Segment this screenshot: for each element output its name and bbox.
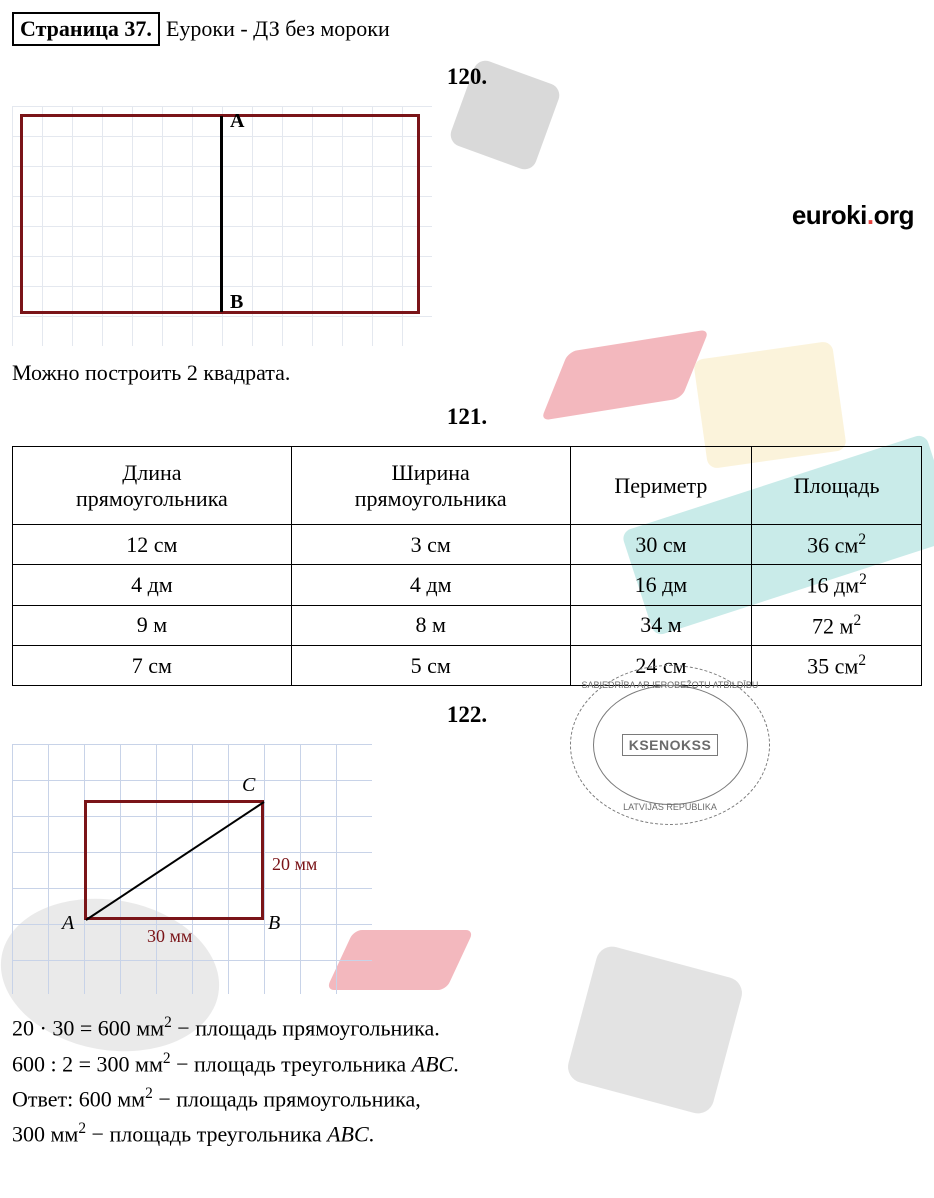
table-row: 7 см5 см24 см35 см2 <box>13 645 922 685</box>
table-cell: 5 см <box>291 645 570 685</box>
stamp-top-text: SABIEDRĪBA AR IEROBEŽOTU ATBILDĪBU <box>571 680 769 690</box>
table-cell: 4 дм <box>13 565 292 605</box>
table-cell: 34 м <box>570 605 752 645</box>
solution-line: 20 · 30 = 600 мм2 − площадь прямоугольни… <box>12 1014 922 1041</box>
page-header: Страница 37. Еуроки - ДЗ без мороки <box>12 12 922 46</box>
table-cell: 16 дм2 <box>752 565 922 605</box>
euroki-logo: euroki.org <box>792 200 914 231</box>
column-header: Площадь <box>752 447 922 525</box>
task-121-table: ДлинапрямоугольникаШиринапрямоугольникаП… <box>12 446 922 686</box>
task-122-number: 122. <box>12 702 922 728</box>
table-row: 12 см3 см30 см36 см2 <box>13 525 922 565</box>
rectangle-122 <box>84 800 264 920</box>
table-cell: 3 см <box>291 525 570 565</box>
stamp-name: KSENOKSS <box>622 734 719 756</box>
logo-dot: . <box>867 200 874 230</box>
logo-text: euroki <box>792 200 867 230</box>
table-cell: 35 см2 <box>752 645 922 685</box>
table-cell: 30 см <box>570 525 752 565</box>
point-b-label-122: B <box>268 912 280 935</box>
table-cell: 36 см2 <box>752 525 922 565</box>
divider-line-ab <box>220 116 223 312</box>
dimension-width: 30 мм <box>147 926 192 947</box>
page-number-box: Страница 37. <box>12 12 160 46</box>
stamp-bottom-text: LATVIJAS REPUBLIKA <box>571 802 769 812</box>
table-cell: 12 см <box>13 525 292 565</box>
point-a-label: A <box>230 110 244 133</box>
solution-line: 300 мм2 − площадь треугольника ABC. <box>12 1120 922 1147</box>
point-c-label-122: C <box>242 774 255 797</box>
solution-line: Ответ: 600 мм2 − площадь прямоугольника, <box>12 1085 922 1112</box>
point-a-label-122: A <box>62 912 74 935</box>
task-122-solution: 20 · 30 = 600 мм2 − площадь прямоугольни… <box>12 1014 922 1147</box>
task-120-number: 120. <box>12 64 922 90</box>
solution-line: 600 : 2 = 300 мм2 − площадь треугольника… <box>12 1050 922 1077</box>
ksenokss-stamp: SABIEDRĪBA AR IEROBEŽOTU ATBILDĪBU KSENO… <box>570 665 770 825</box>
table-cell: 8 м <box>291 605 570 645</box>
table-row: 9 м8 м34 м72 м2 <box>13 605 922 645</box>
column-header: Длинапрямоугольника <box>13 447 292 525</box>
table-cell: 7 см <box>13 645 292 685</box>
task-120-figure: A B <box>12 106 432 346</box>
task-120-caption: Можно построить 2 квадрата. <box>12 360 922 386</box>
table-cell: 9 м <box>13 605 292 645</box>
table-row: 4 дм4 дм16 дм16 дм2 <box>13 565 922 605</box>
point-b-label: B <box>230 291 243 314</box>
column-header: Ширинапрямоугольника <box>291 447 570 525</box>
dimension-height: 20 мм <box>272 854 317 875</box>
table-cell: 72 м2 <box>752 605 922 645</box>
task-121-number: 121. <box>12 404 922 430</box>
page-subtitle: Еуроки - ДЗ без мороки <box>166 16 390 42</box>
table-cell: 16 дм <box>570 565 752 605</box>
table-cell: 4 дм <box>291 565 570 605</box>
task-122-figure: A B C 20 мм 30 мм <box>12 744 372 994</box>
logo-tld: org <box>874 200 914 230</box>
column-header: Периметр <box>570 447 752 525</box>
